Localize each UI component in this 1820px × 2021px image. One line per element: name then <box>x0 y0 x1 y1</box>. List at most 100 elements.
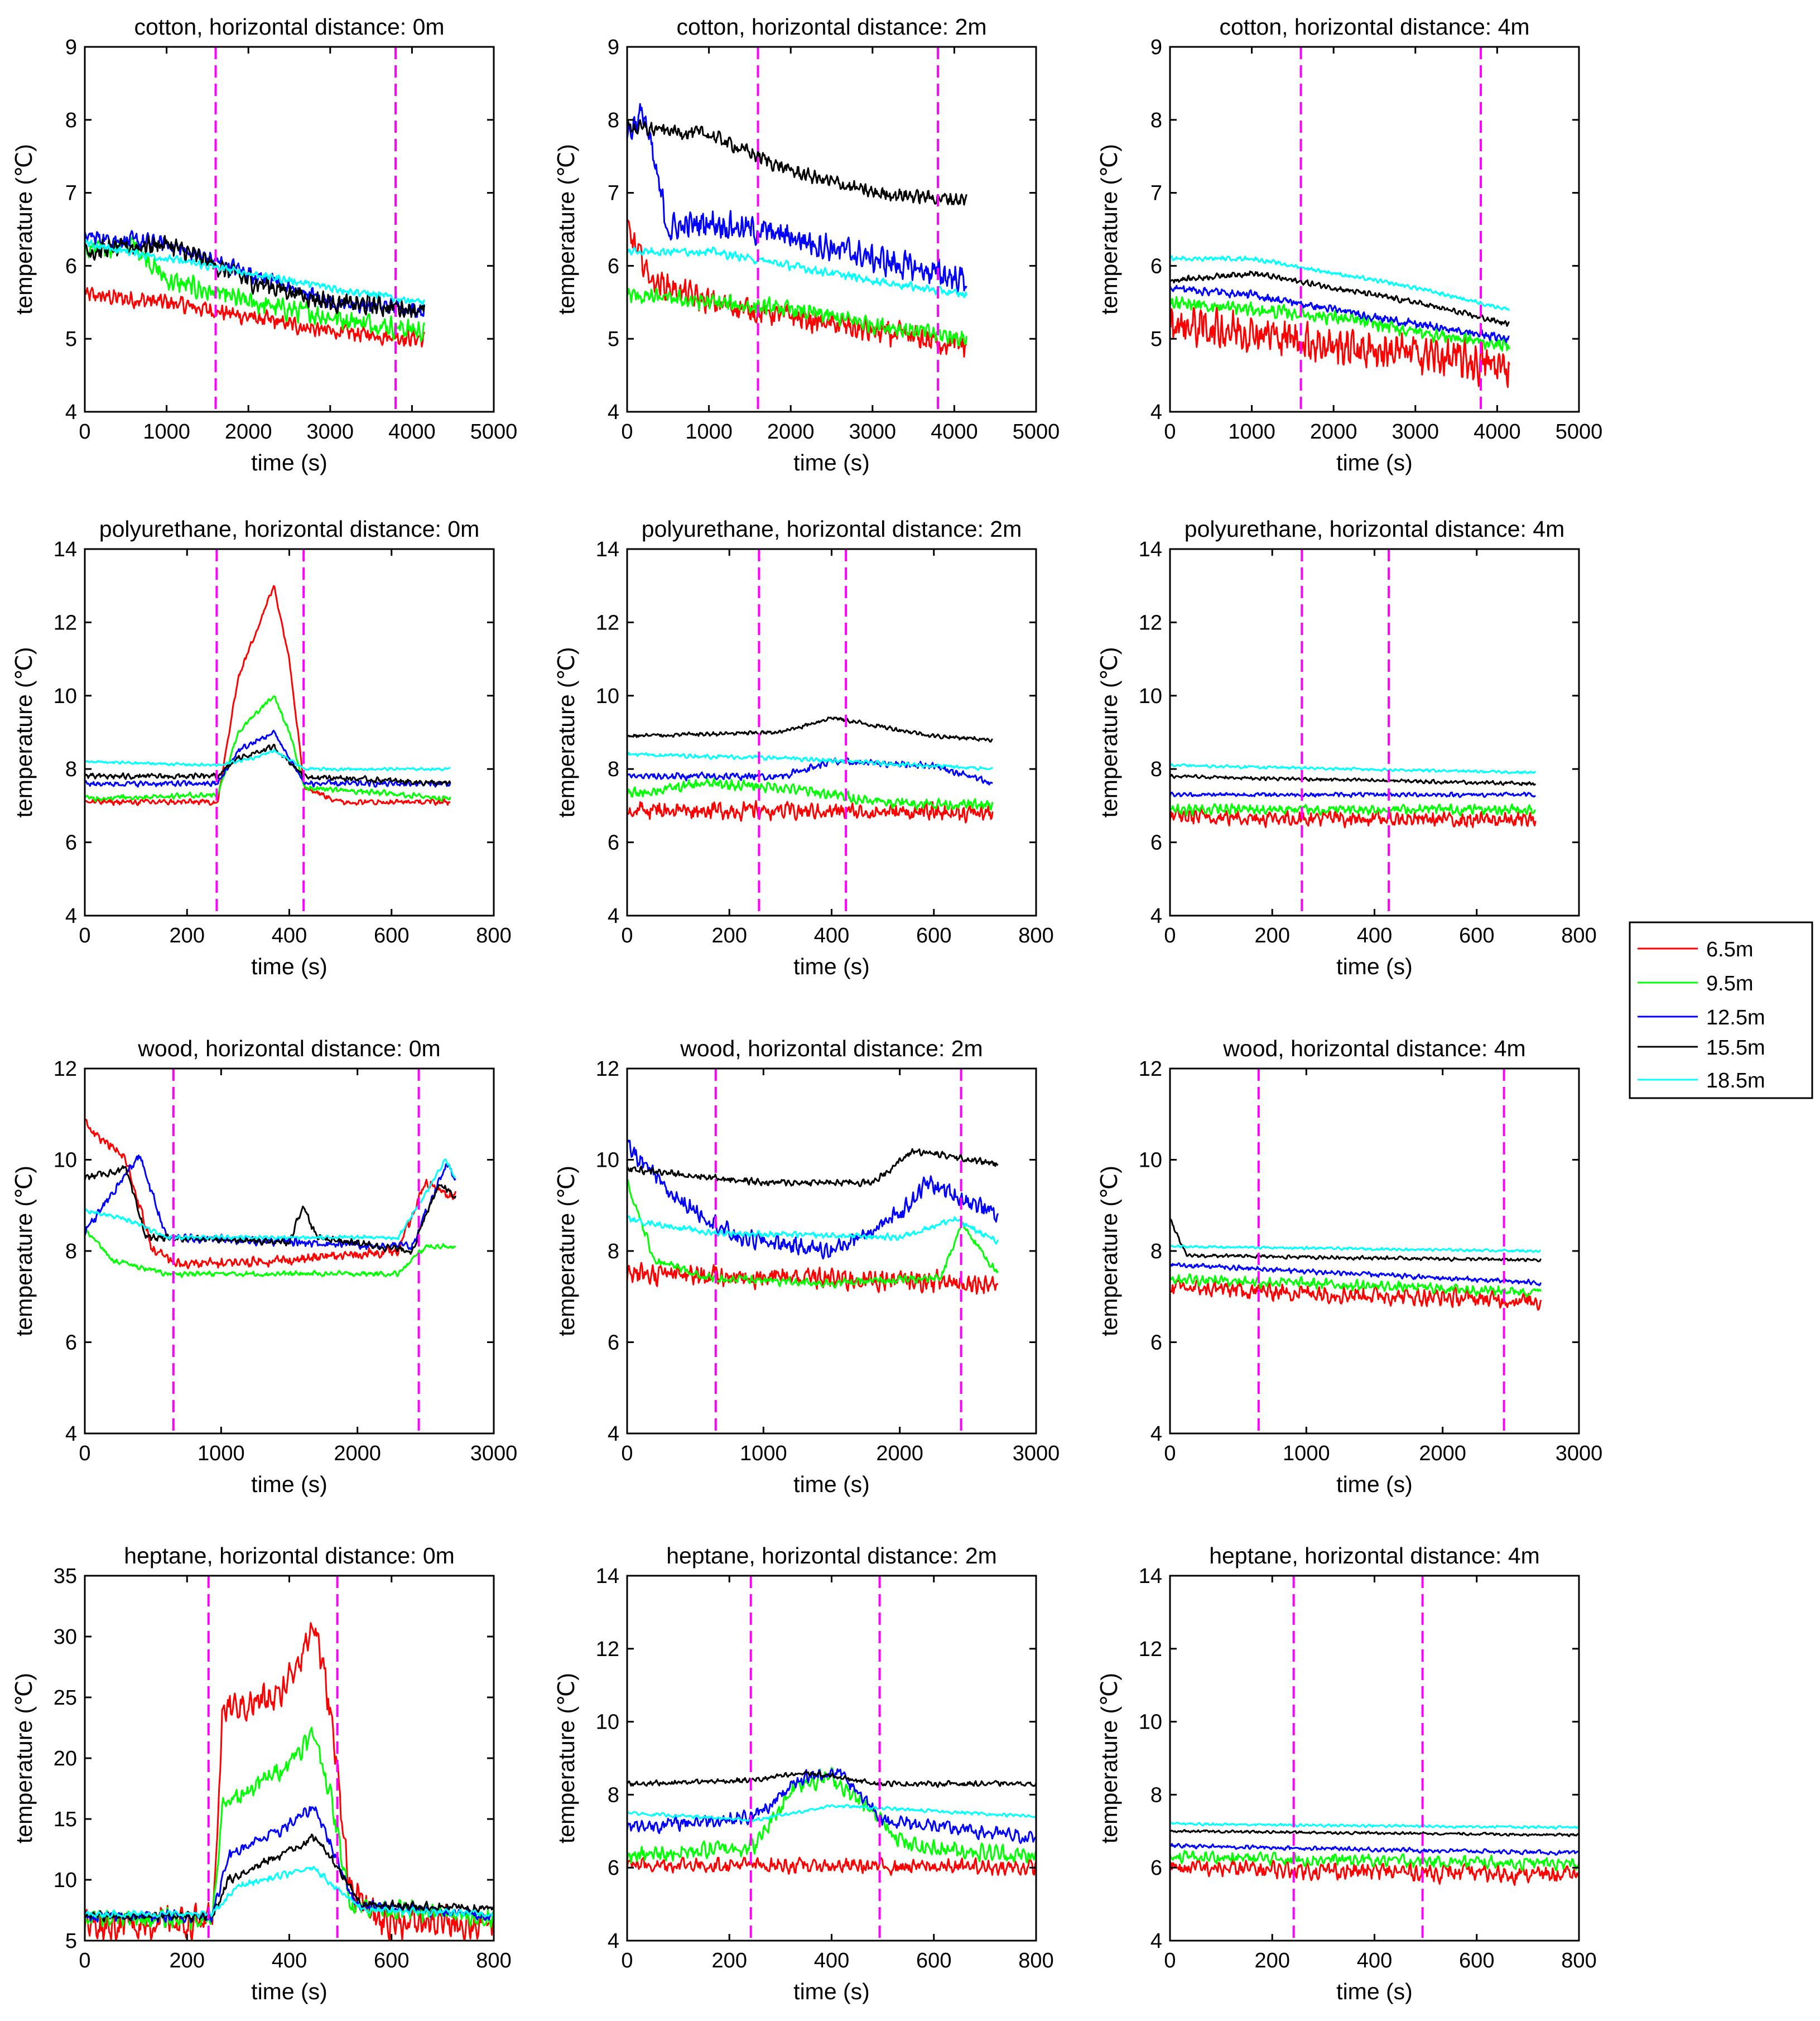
legend-label: 9.5m <box>1706 972 1753 995</box>
legend-entry: 18.5m <box>1638 1069 1765 1093</box>
subplot: 0 1000 2000 3000 4000 5000 4 5 6 7 8 9 cotton, horiz… <box>11 14 517 475</box>
series-line-18-5m <box>85 239 425 306</box>
series-line-12-5m <box>627 1139 999 1260</box>
y-axis-label: temperature (℃) <box>1096 647 1122 818</box>
series-group <box>85 230 425 348</box>
x-axis-label: time (s) <box>1336 450 1413 475</box>
series-line-15-5m <box>1170 1218 1542 1263</box>
y-tick-label: 7 <box>1150 182 1162 205</box>
y-axis-label: temperature (℃) <box>1096 1166 1122 1336</box>
y-axis-label: temperature (℃) <box>11 144 37 315</box>
series-line-6-5m <box>85 287 425 348</box>
series-line-12-5m <box>1170 791 1537 798</box>
y-tick-label: 6 <box>608 831 619 855</box>
y-tick-label: 10 <box>54 1149 77 1172</box>
y-tick-label: 20 <box>54 1747 77 1770</box>
x-tick-label: 200 <box>1255 924 1290 947</box>
y-axis-label: temperature (℃) <box>11 1166 37 1336</box>
x-tick-label: 800 <box>1561 1949 1596 1972</box>
series-line-18-5m <box>85 1865 494 1919</box>
series-line-6-5m <box>627 1856 1036 1876</box>
series-group <box>627 716 994 824</box>
legend-entry: 6.5m <box>1638 938 1753 961</box>
series-line-9-5m <box>1170 296 1510 352</box>
x-tick-label: 600 <box>1459 1949 1494 1972</box>
series-line-15-5m <box>85 235 425 318</box>
y-tick-label: 6 <box>1150 831 1162 855</box>
series-line-18-5m <box>1170 1244 1542 1253</box>
y-tick-label: 10 <box>1139 1711 1162 1734</box>
x-axis-label: time (s) <box>251 450 328 475</box>
x-tick-label: 800 <box>1018 1949 1053 1972</box>
y-tick-label: 6 <box>1150 254 1162 278</box>
series-line-12-5m <box>85 230 425 318</box>
series-group <box>85 585 451 806</box>
y-tick-label: 9 <box>608 36 619 59</box>
x-tick-label: 4000 <box>931 420 978 444</box>
y-tick-label: 8 <box>608 758 619 781</box>
series-line-9-5m <box>1170 803 1537 817</box>
y-tick-label: 12 <box>1139 1057 1162 1081</box>
series-line-9-5m <box>627 1767 1036 1864</box>
y-axis-label: temperature (℃) <box>1096 1673 1122 1844</box>
y-axis-label: temperature (℃) <box>11 647 37 818</box>
subplot-title: cotton, horizontal distance: 4m <box>1219 14 1529 40</box>
subplot: 0 1000 2000 3000 4000 5000 4 5 6 7 8 9 cotton, horiz… <box>1096 14 1602 475</box>
x-tick-label: 800 <box>1018 924 1053 947</box>
series-line-12-5m <box>1170 1843 1579 1856</box>
y-tick-label: 6 <box>1150 1856 1162 1880</box>
legend-entry: 9.5m <box>1638 972 1753 995</box>
series-line-15-5m <box>1170 1829 1579 1837</box>
subplot-title: heptane, horizontal distance: 4m <box>1209 1543 1540 1568</box>
x-tick-label: 0 <box>621 1442 633 1465</box>
subplot-title: polyurethane, horizontal distance: 2m <box>642 516 1022 542</box>
subplot: 0 200 400 600 800 4 6 8 10 12 14 polyurethane, hori… <box>553 516 1054 979</box>
x-tick-label: 5000 <box>1013 420 1060 444</box>
subplot: 0 200 400 600 800 4 6 8 10 12 14 heptane, horizonta… <box>553 1543 1054 2004</box>
y-tick-label: 15 <box>54 1808 77 1831</box>
x-axis-label: time (s) <box>1336 1471 1413 1497</box>
legend-label: 18.5m <box>1706 1069 1765 1093</box>
subplot: 0 1000 2000 3000 4000 5000 4 5 6 7 8 9 cotton, horiz… <box>553 14 1060 475</box>
x-axis-label: time (s) <box>793 450 870 475</box>
subplot-title: wood, horizontal distance: 4m <box>1222 1036 1525 1061</box>
subplot-title: wood, horizontal distance: 0m <box>137 1036 440 1061</box>
y-tick-label: 14 <box>596 1565 619 1588</box>
y-tick-label: 4 <box>65 401 77 424</box>
subplot: 0 200 400 600 800 4 6 8 10 12 14 heptane, horizonta… <box>1096 1543 1597 2004</box>
x-tick-label: 800 <box>476 924 511 947</box>
x-tick-label: 4000 <box>1474 420 1521 444</box>
series-line-15-5m <box>1170 270 1510 327</box>
subplot-title: polyurethane, horizontal distance: 0m <box>99 516 479 542</box>
x-tick-label: 0 <box>79 924 90 947</box>
subplot: 0 1000 2000 3000 4 6 8 10 12 wood, horizontal dis… <box>553 1036 1060 1497</box>
x-tick-label: 3000 <box>1013 1442 1060 1465</box>
legend-box <box>1629 921 1813 1099</box>
y-tick-label: 12 <box>1139 611 1162 634</box>
x-tick-label: 0 <box>1164 1442 1176 1465</box>
y-tick-label: 14 <box>1139 1565 1162 1588</box>
x-axis-label: time (s) <box>251 1979 328 2004</box>
subplot: 0 1000 2000 3000 4 6 8 10 12 wood, horizontal dis… <box>11 1036 517 1497</box>
subplot-title: cotton, horizontal distance: 2m <box>676 14 986 40</box>
x-tick-label: 0 <box>621 924 633 947</box>
y-tick-label: 4 <box>65 1422 77 1446</box>
y-tick-label: 30 <box>54 1625 77 1649</box>
x-tick-label: 4000 <box>388 420 436 444</box>
y-tick-label: 8 <box>608 1240 619 1263</box>
y-tick-label: 9 <box>1150 36 1162 59</box>
x-tick-label: 0 <box>621 420 633 444</box>
legend-label: 6.5m <box>1706 938 1753 961</box>
y-tick-label: 4 <box>1150 904 1162 928</box>
subplot-title: heptane, horizontal distance: 0m <box>124 1543 455 1568</box>
x-tick-label: 400 <box>1357 1949 1392 1972</box>
series-line-6-5m <box>85 1622 494 1941</box>
y-tick-label: 6 <box>65 254 77 278</box>
legend-label: 15.5m <box>1706 1036 1765 1060</box>
x-axis-label: time (s) <box>251 954 328 979</box>
y-tick-label: 6 <box>65 1331 77 1355</box>
y-tick-label: 5 <box>65 1929 77 1953</box>
x-tick-label: 3000 <box>1556 1442 1603 1465</box>
